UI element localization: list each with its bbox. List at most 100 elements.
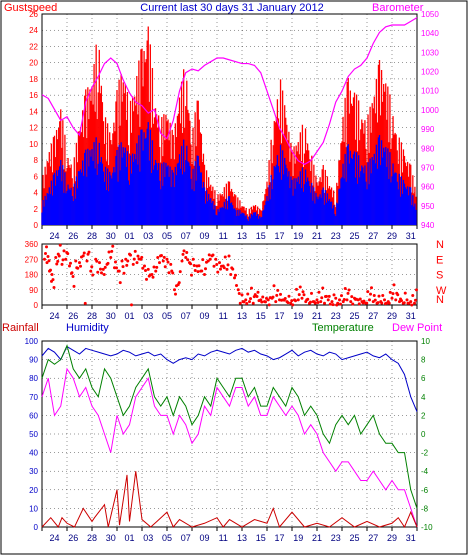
y-tick-label-left: 20 <box>29 59 38 68</box>
left-axis-label-gust: Gustspeed <box>4 2 57 14</box>
x-tick-label: 27 <box>368 231 378 241</box>
direction-point <box>204 267 207 271</box>
direction-point <box>226 263 230 267</box>
right-axis-label-baro: Barometer <box>372 2 424 14</box>
direction-point <box>124 257 128 261</box>
x-tick-label: 21 <box>312 311 322 321</box>
direction-point <box>260 300 264 304</box>
direction-point <box>57 254 61 258</box>
direction-point <box>185 251 189 255</box>
direction-point <box>100 271 103 275</box>
y-tick-label-left: 0 <box>34 221 39 230</box>
y-tick-label-right: -4 <box>421 467 429 476</box>
direction-point <box>383 298 386 302</box>
direction-point <box>114 260 117 264</box>
direction-point <box>248 300 251 304</box>
direction-point <box>121 265 125 269</box>
x-tick-label: 28 <box>87 231 97 241</box>
direction-point <box>90 265 94 269</box>
direction-point <box>310 291 313 295</box>
direction-point <box>76 266 80 270</box>
direction-point <box>72 284 76 288</box>
x-tick-label: 25 <box>349 533 359 543</box>
direction-label: N <box>436 239 444 251</box>
direction-point <box>131 262 135 266</box>
y-tick-label-right: 950 <box>421 202 435 211</box>
direction-point <box>222 266 226 270</box>
direction-point <box>98 261 101 265</box>
direction-point <box>81 254 85 258</box>
direction-point <box>238 301 242 305</box>
direction-point <box>174 292 177 296</box>
direction-point <box>388 290 392 294</box>
direction-point <box>66 252 70 256</box>
y-tick-label-left: 30 <box>29 467 38 476</box>
direction-point <box>411 293 415 297</box>
x-tick-label: 29 <box>387 311 397 321</box>
y-tick-label-left: 60 <box>29 411 38 420</box>
x-tick-label: 27 <box>368 311 378 321</box>
x-tick-label: 30 <box>106 533 116 543</box>
direction-point <box>396 293 400 297</box>
direction-point <box>115 266 118 270</box>
x-tick-label: 09 <box>199 231 209 241</box>
direction-point <box>279 292 282 296</box>
line-barometer <box>41 17 418 166</box>
direction-point <box>74 259 78 263</box>
direction-point <box>362 299 366 303</box>
direction-point <box>110 249 114 253</box>
direction-point <box>271 295 275 299</box>
series-wind <box>41 122 417 225</box>
direction-point <box>229 273 233 276</box>
x-tick-label: 03 <box>143 533 153 543</box>
direction-point <box>125 263 129 267</box>
y-tick-label-left: 80 <box>29 374 38 383</box>
x-tick-label: 07 <box>181 311 191 321</box>
direction-point <box>145 277 148 281</box>
direction-point <box>189 262 192 266</box>
y-tick-label-left: 40 <box>29 449 38 458</box>
direction-point <box>233 276 236 280</box>
direction-point <box>47 259 51 263</box>
direction-point <box>55 262 59 266</box>
x-tick-label: 09 <box>199 311 209 321</box>
direction-point <box>102 273 106 277</box>
direction-point <box>129 253 132 257</box>
x-tick-label: 29 <box>387 533 397 543</box>
x-tick-label: 13 <box>237 231 247 241</box>
x-tick-label: 30 <box>106 231 116 241</box>
direction-point <box>287 294 291 298</box>
direction-point <box>394 298 398 302</box>
direction-point <box>99 267 102 271</box>
direction-point <box>56 259 60 263</box>
direction-point <box>141 266 145 270</box>
y-tick-label-left: 360 <box>25 240 39 249</box>
direction-point <box>54 256 58 260</box>
direction-point <box>246 292 250 296</box>
x-tick-label: 24 <box>49 533 59 543</box>
direction-point <box>103 265 107 269</box>
y-tick-label-right: 4 <box>421 393 426 402</box>
direction-point <box>169 262 173 266</box>
y-tick-label-left: 14 <box>29 107 38 116</box>
y-tick-label-left: 6 <box>34 172 39 181</box>
direction-point <box>167 271 171 275</box>
direction-point <box>380 301 384 305</box>
direction-point <box>261 295 265 299</box>
direction-point <box>83 301 87 305</box>
direction-point <box>118 281 122 285</box>
direction-point <box>160 253 163 257</box>
y-tick-label-right: 1030 <box>421 48 439 57</box>
x-tick-label: 11 <box>219 231 228 241</box>
direction-point <box>347 288 351 292</box>
direction-point <box>203 273 206 276</box>
direction-point <box>191 257 195 261</box>
direction-point <box>212 264 216 268</box>
direction-point <box>413 301 416 305</box>
direction-point <box>346 291 350 295</box>
line-dewpoint <box>41 367 418 528</box>
y-tick-label-right: 1010 <box>421 87 439 96</box>
direction-point <box>266 298 270 302</box>
panel-hum-temp-rain: 0102030405060708090100-10-8-6-4-20246810… <box>25 337 433 543</box>
